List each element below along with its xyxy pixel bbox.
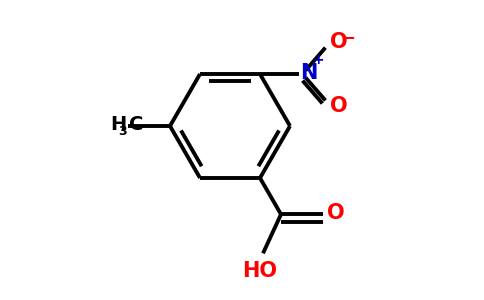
Text: O: O xyxy=(330,32,347,52)
Text: H: H xyxy=(110,115,126,134)
Text: N: N xyxy=(301,62,318,82)
Text: O: O xyxy=(327,203,344,223)
Text: −: − xyxy=(342,28,355,46)
Text: O: O xyxy=(330,95,347,116)
Text: C: C xyxy=(129,115,143,134)
Text: 3: 3 xyxy=(118,125,126,138)
Text: +: + xyxy=(313,52,324,67)
Text: HO: HO xyxy=(242,261,277,281)
